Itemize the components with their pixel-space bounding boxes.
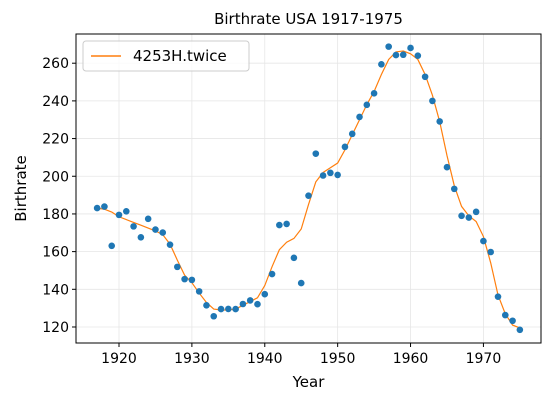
data-point — [407, 45, 414, 52]
data-point — [174, 264, 181, 271]
data-point — [393, 52, 400, 59]
chart-title: Birthrate USA 1917-1975 — [214, 10, 403, 28]
x-tick-label: 1930 — [174, 351, 210, 367]
data-point — [312, 150, 319, 157]
y-tick-label: 120 — [42, 320, 69, 336]
data-point — [422, 73, 429, 80]
x-axis-label: Year — [292, 373, 326, 391]
data-point — [378, 61, 385, 68]
data-point — [254, 301, 261, 308]
data-point — [283, 221, 290, 228]
data-point — [480, 238, 487, 245]
data-point — [210, 313, 217, 320]
data-point — [269, 271, 276, 278]
x-tick-label: 1970 — [466, 351, 502, 367]
data-point — [145, 216, 152, 223]
data-point — [327, 170, 334, 177]
x-tick-label: 1920 — [101, 351, 137, 367]
data-point — [436, 118, 443, 125]
y-tick-label: 160 — [42, 245, 69, 261]
data-point — [509, 317, 516, 324]
data-point — [356, 114, 363, 121]
data-point — [342, 144, 349, 151]
data-point — [247, 297, 254, 304]
data-point — [108, 242, 115, 249]
data-point — [502, 312, 509, 319]
data-point — [466, 214, 473, 221]
data-point — [225, 306, 232, 313]
data-point — [458, 213, 465, 220]
y-tick-label: 180 — [42, 207, 69, 223]
data-point — [240, 301, 247, 308]
data-point — [218, 306, 225, 313]
data-point — [152, 226, 159, 233]
data-point — [276, 222, 283, 229]
data-point — [291, 255, 298, 262]
data-point — [320, 172, 327, 179]
data-point — [101, 203, 108, 210]
data-point — [385, 43, 392, 50]
data-point — [232, 306, 239, 313]
data-point — [473, 209, 480, 216]
x-tick-label: 1960 — [393, 351, 429, 367]
data-point — [400, 51, 407, 58]
data-point — [196, 288, 203, 295]
y-tick-label: 220 — [42, 132, 69, 148]
legend-label: 4253H.twice — [133, 47, 227, 65]
data-point — [189, 277, 196, 284]
x-tick-label: 1940 — [247, 351, 283, 367]
y-tick-label: 140 — [42, 282, 69, 298]
data-point — [94, 205, 101, 212]
data-point — [517, 327, 524, 334]
y-tick-label: 260 — [42, 56, 69, 72]
y-tick-label: 200 — [42, 169, 69, 185]
data-point — [429, 98, 436, 105]
legend: 4253H.twice — [83, 41, 249, 71]
data-point — [130, 223, 137, 230]
data-point — [116, 212, 123, 219]
data-point — [159, 229, 166, 236]
data-point — [298, 280, 305, 287]
data-point — [261, 291, 268, 298]
x-tick-label: 1950 — [320, 351, 356, 367]
data-point — [364, 102, 371, 109]
y-tick-label: 240 — [42, 94, 69, 110]
data-point — [334, 172, 341, 179]
data-point — [167, 241, 174, 248]
data-point — [487, 249, 494, 256]
data-point — [203, 302, 210, 309]
data-point — [181, 276, 188, 283]
data-point — [138, 234, 145, 241]
data-point — [444, 164, 451, 171]
data-point — [305, 192, 312, 199]
y-axis-label: Birthrate — [12, 155, 30, 221]
data-point — [349, 131, 356, 138]
data-point — [415, 52, 422, 59]
data-point — [371, 90, 378, 97]
data-point — [451, 186, 458, 193]
data-point — [123, 208, 130, 215]
data-point — [495, 293, 502, 300]
